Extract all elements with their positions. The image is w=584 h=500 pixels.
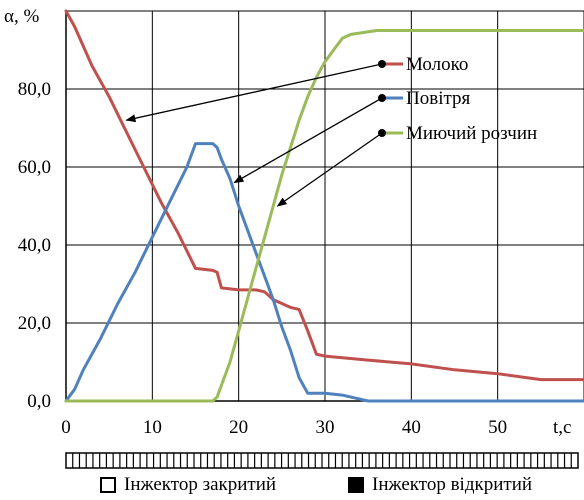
annotation-dot: [378, 94, 386, 102]
annotation-label: Миючий розчин: [406, 123, 537, 144]
x-tick-label: 30: [316, 417, 335, 438]
x-tick-label: 0: [61, 417, 71, 438]
series-line-Повітря: [64, 142, 584, 403]
legend-open: Інжектор відкритий: [348, 474, 532, 496]
tick-labels: 0 10 20 30 40 50 0,0 20,0 40,0 60,0 80,0: [18, 79, 507, 438]
annotation-dot: [378, 60, 386, 68]
annotation-arrow: [233, 97, 383, 184]
legend-closed: Інжектор закритий: [100, 474, 276, 496]
legend-open-label: Інжектор відкритий: [372, 474, 533, 495]
closed-square-icon: [100, 477, 116, 493]
x-tick-label: 20: [229, 417, 248, 438]
legend-closed-label: Інжектор закритий: [124, 474, 277, 495]
y-tick-label: 20,0: [18, 313, 51, 334]
y-tick-label: 40,0: [18, 235, 51, 256]
annotation-label: Повітря: [406, 88, 471, 109]
series-line-Миючий розчин: [64, 29, 584, 403]
x-axis-label: t,c: [553, 417, 571, 438]
injector-bar: [65, 452, 579, 469]
x-tick-label: 40: [402, 417, 421, 438]
annotations: Молоко Повітря Миючий розчин: [125, 54, 537, 207]
y-tick-label: 80,0: [18, 79, 51, 100]
annotation-arrow: [276, 132, 383, 207]
y-axis-label: α, %: [4, 6, 39, 27]
annotation-arrow: [125, 63, 383, 123]
y-tick-label: 60,0: [18, 157, 51, 178]
series-line-Молоко: [64, 9, 584, 382]
x-tick-label: 50: [488, 417, 507, 438]
annotation-dot: [378, 129, 386, 137]
series-group: [64, 9, 584, 403]
chart: Молоко Повітря Миючий розчин 0 10 20 30 40 50 0,…: [4, 6, 584, 469]
filled-square-icon: [348, 477, 364, 493]
x-tick-label: 10: [143, 417, 162, 438]
injector-legend: Інжектор закритий Інжектор відкритий: [0, 470, 584, 500]
annotation-label: Молоко: [406, 54, 468, 75]
y-tick-label: 0,0: [27, 391, 51, 412]
